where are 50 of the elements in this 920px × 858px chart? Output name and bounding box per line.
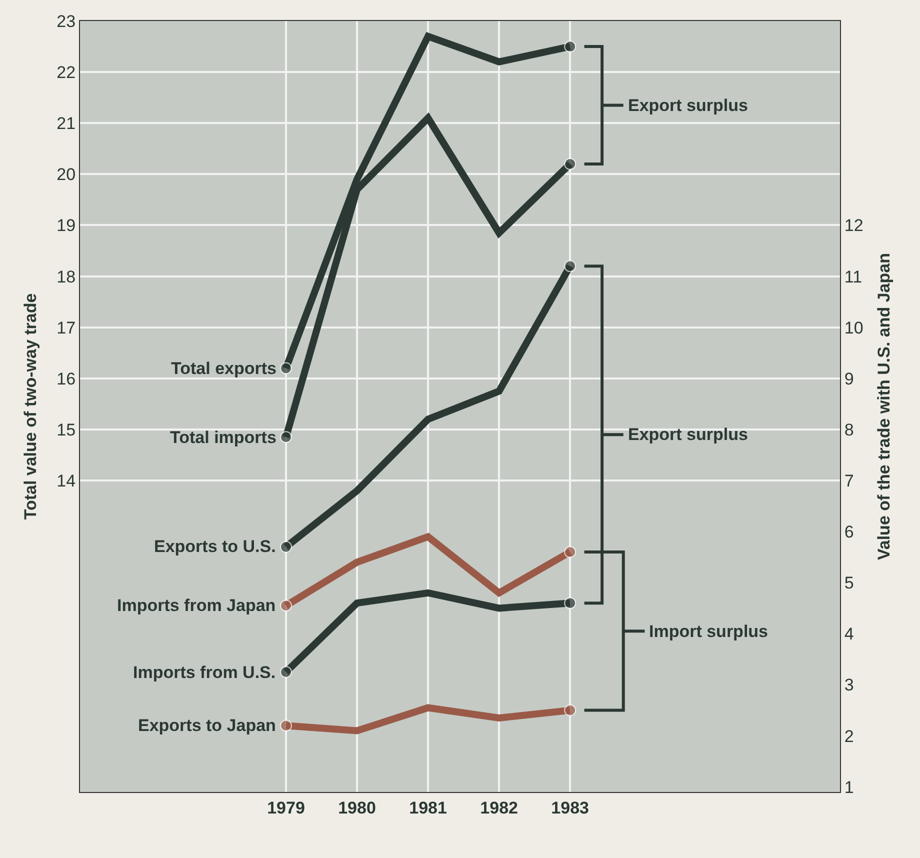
series-label: Imports from Japan: [117, 596, 276, 615]
point: [564, 597, 576, 610]
series-label: Total imports: [170, 428, 276, 447]
point: [280, 720, 292, 732]
y2-tick-label: 8: [844, 420, 854, 440]
x-tick-label: 1979: [267, 798, 305, 818]
y-tick-label: 21: [56, 114, 76, 134]
annotation: Export surplus: [628, 96, 748, 115]
annotation: Import surplus: [649, 622, 768, 641]
y2-tick-label: 11: [844, 267, 862, 286]
y2-axis-title: Value of the trade with U.S. and Japan: [874, 252, 894, 560]
y-tick-label: 17: [56, 318, 76, 338]
y2-tick-label: 9: [844, 369, 854, 388]
y2-tick-label: 1: [844, 778, 854, 797]
point: [564, 158, 576, 170]
point: [280, 362, 292, 374]
y-tick-label: 20: [56, 165, 76, 184]
y2-tick-label: 6: [844, 522, 854, 542]
y2-tick-label: 2: [844, 726, 854, 746]
y-tick-label: 22: [56, 63, 76, 82]
series-label: Imports from U.S.: [133, 663, 276, 682]
y-tick-label: 18: [56, 267, 76, 286]
y-tick-label: 16: [56, 369, 76, 388]
point: [280, 666, 292, 678]
x-tick-label: 1980: [338, 798, 376, 818]
y-tick-label: 23: [56, 12, 76, 31]
point: [564, 546, 576, 558]
point: [564, 40, 576, 53]
point: [280, 431, 292, 444]
point: [280, 540, 292, 553]
y2-tick-label: 7: [844, 471, 854, 490]
y2-tick-label: 10: [844, 318, 864, 338]
x-tick-label: 1982: [480, 798, 518, 818]
y2-tick-label: 12: [844, 216, 864, 236]
series-label: Total exports: [171, 359, 276, 378]
y-tick-label: 15: [56, 420, 76, 440]
y-axis-title: Total value of two-way trade: [21, 293, 40, 520]
annotation: Export surplus: [628, 425, 748, 444]
y-tick-label: 19: [56, 216, 76, 236]
point: [564, 704, 576, 716]
point: [280, 600, 292, 612]
series-label: Exports to U.S.: [154, 537, 276, 556]
y2-tick-label: 5: [844, 574, 854, 593]
y-tick-label: 14: [56, 471, 76, 490]
point: [564, 260, 576, 272]
y2-tick-label: 3: [844, 676, 854, 695]
series-label: Exports to Japan: [138, 716, 276, 735]
y2-tick-label: 4: [844, 624, 854, 644]
x-tick-label: 1983: [551, 798, 590, 818]
x-tick-label: 1981: [409, 798, 447, 818]
